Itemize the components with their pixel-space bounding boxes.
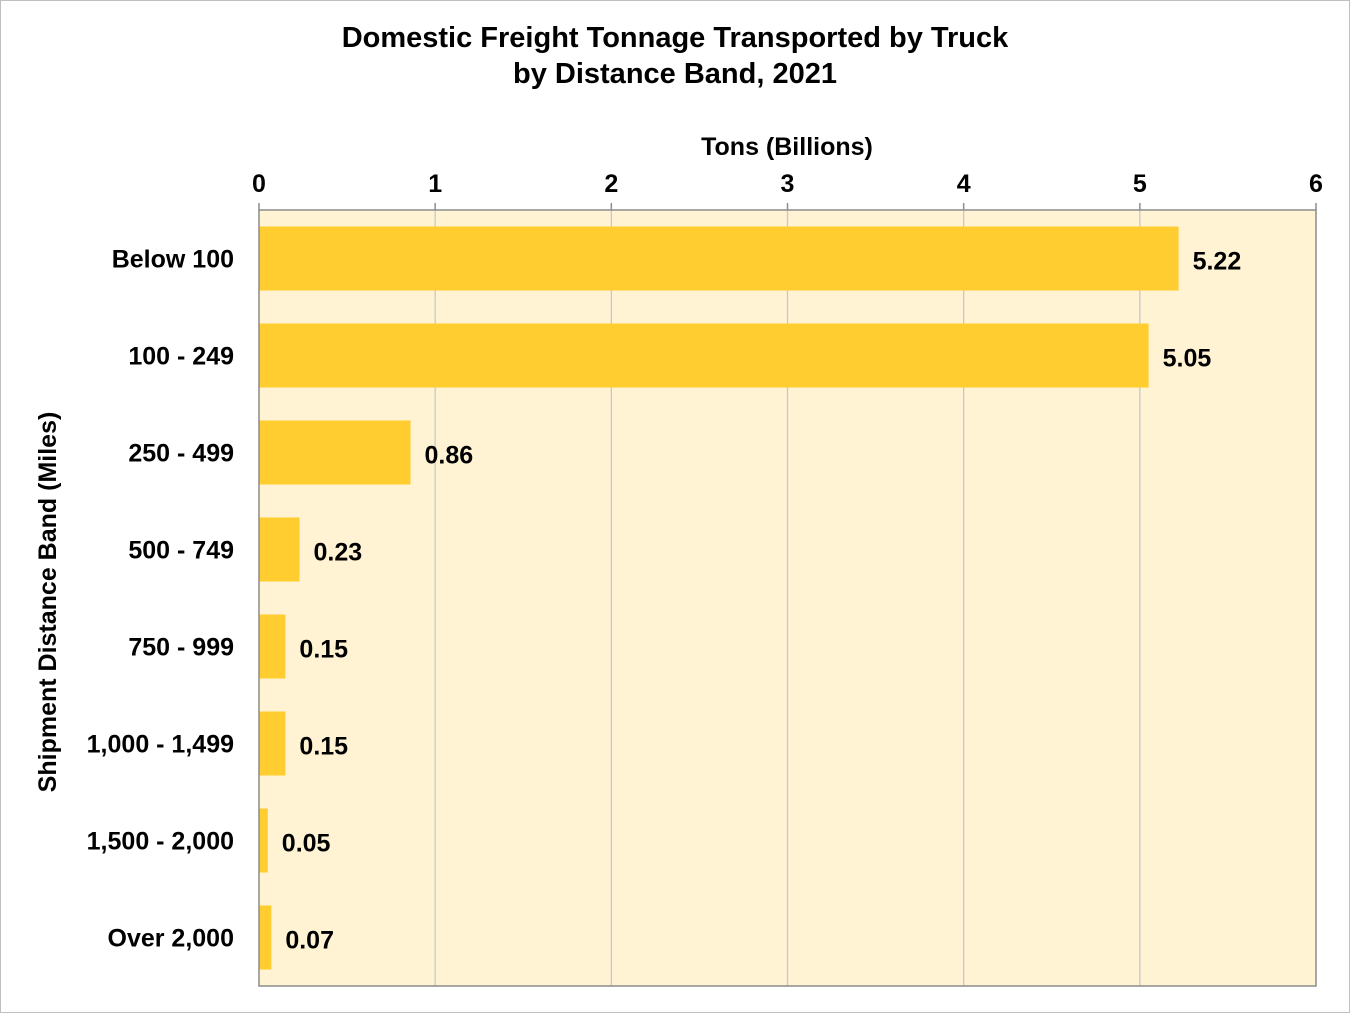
data-label: 0.05	[282, 830, 331, 858]
data-label: 0.07	[285, 927, 334, 955]
y-tick-label: 750 - 999	[128, 634, 234, 662]
x-tick-label: 4	[957, 170, 971, 198]
bar	[259, 323, 1149, 388]
y-tick-label: 1,500 - 2,000	[87, 828, 234, 856]
data-label: 0.86	[425, 442, 474, 470]
data-label: 0.23	[314, 539, 363, 567]
data-label: 5.22	[1193, 248, 1242, 276]
y-tick-label: 1,000 - 1,499	[87, 731, 234, 759]
chart-title-line-1: Domestic Freight Tonnage Transported by …	[341, 22, 1009, 54]
x-tick-label: 1	[428, 170, 442, 198]
y-tick-label: Below 100	[112, 246, 234, 274]
y-tick-label: 100 - 249	[128, 343, 234, 371]
chart-title-line-2: by Distance Band, 2021	[513, 58, 837, 90]
bar	[259, 420, 411, 485]
x-tick-label: 6	[1309, 170, 1323, 198]
bar	[259, 614, 286, 679]
bar	[259, 808, 268, 873]
x-axis-label: Tons (Billions)	[701, 133, 873, 161]
x-tick-label: 2	[604, 170, 618, 198]
bar	[259, 226, 1179, 291]
bars: 5.22 5.05 0.86 0.23 0.15 0.15 0.05 0.07	[259, 226, 1242, 970]
y-tick-label: 250 - 499	[128, 440, 234, 468]
axes: 0 1 2 3 4 5 6 Below 100 100 - 249 250 - 499 500 - …	[87, 170, 1323, 987]
bar	[259, 905, 272, 970]
plot-border	[258, 209, 1317, 987]
data-label: 0.15	[299, 636, 348, 664]
y-axis-label: Shipment Distance Band (Miles)	[34, 412, 62, 793]
x-tick-label: 3	[781, 170, 795, 198]
chart-title: Domestic Freight Tonnage Transported by …	[0, 20, 1350, 92]
y-tick-label: Over 2,000	[108, 925, 235, 953]
data-label: 0.15	[299, 733, 348, 761]
data-label: 5.05	[1163, 345, 1212, 373]
bar	[259, 517, 300, 582]
bar	[259, 711, 286, 776]
y-tick-label: 500 - 749	[128, 537, 234, 565]
x-tick-label: 0	[252, 170, 266, 198]
x-tick-label: 5	[1133, 170, 1147, 198]
